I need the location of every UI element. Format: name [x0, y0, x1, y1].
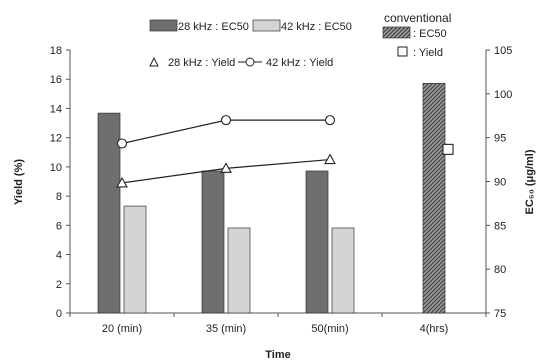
y-axis-right-title: EC₅₀ (μg/ml) — [524, 149, 536, 214]
legend-swatch-28khz-ec50 — [149, 19, 178, 32]
legend-label-conventional-yield: : Yield — [413, 47, 443, 59]
bar-2-3 — [422, 82, 446, 314]
right-axis-ticks: 75 80 85 90 95 100 105 — [486, 45, 512, 320]
legend: 28 kHz : EC50 42 kHz : EC50 28 kHz : Yie… — [149, 11, 451, 69]
left-tick-label-1: 2 — [56, 279, 62, 291]
left-axis-ticks: 0 2 4 6 8 10 12 14 16 18 — [50, 45, 70, 320]
bar-0-0 — [97, 112, 121, 314]
bars-group — [97, 82, 446, 314]
x-axis-title: Time — [265, 349, 290, 361]
point-1-0 — [116, 138, 128, 149]
point-0-0 — [116, 176, 128, 188]
legend-label-42khz-ec50: 42 kHz : EC50 — [281, 21, 352, 33]
left-tick-label-2: 4 — [56, 250, 62, 262]
x-axis-ticks: 20 (min) 35 (min) 50(min) 4(hrs) — [69, 313, 487, 335]
x-tick-label-1: 35 (min) — [206, 323, 246, 335]
left-tick-label-3: 6 — [56, 220, 62, 232]
legend-swatch-conventional-ec50 — [382, 26, 411, 39]
legend-label-28khz-yield: 28 kHz : Yield — [168, 57, 235, 69]
legend-square-marker — [397, 46, 408, 57]
left-tick-label-5: 10 — [50, 162, 62, 174]
left-tick-label-9: 18 — [50, 45, 62, 57]
left-tick-label-6: 12 — [50, 133, 62, 145]
right-tick-label-3: 90 — [494, 177, 506, 189]
legend-label-conventional-ec50: : EC50 — [413, 28, 447, 40]
right-tick-label-1: 80 — [494, 264, 506, 276]
point-1-2 — [324, 115, 336, 126]
right-tick-label-4: 95 — [494, 133, 506, 145]
point-0-1 — [220, 162, 232, 173]
square-point-0 — [442, 143, 454, 155]
right-tick-label-5: 100 — [494, 89, 512, 101]
lines-group — [116, 115, 454, 188]
legend-circle-marker — [245, 57, 255, 67]
point-0-2 — [324, 153, 336, 165]
left-tick-label-7: 14 — [50, 103, 62, 115]
left-tick-label-8: 16 — [50, 74, 62, 86]
bar-1-1 — [227, 227, 251, 314]
right-tick-label-2: 85 — [494, 220, 506, 232]
bar-0-1 — [201, 170, 225, 314]
point-1-1 — [220, 115, 232, 126]
left-tick-label-0: 0 — [56, 308, 62, 320]
bar-1-2 — [331, 227, 355, 314]
legend-label-42khz-yield: 42 kHz : Yield — [266, 57, 333, 69]
legend-conventional-title: conventional — [384, 11, 451, 25]
left-tick-label-4: 8 — [56, 191, 62, 203]
legend-swatch-42khz-ec50 — [252, 19, 281, 32]
x-tick-label-2: 50(min) — [311, 323, 348, 335]
right-tick-label-6: 105 — [494, 45, 512, 57]
bar-0-2 — [305, 170, 329, 314]
legend-label-28khz-ec50: 28 kHz : EC50 — [178, 21, 249, 33]
x-tick-label-0: 20 (min) — [102, 323, 142, 335]
bar-1-0 — [123, 205, 147, 314]
y-axis-left-title: Yield (%) — [13, 159, 25, 205]
legend-triangle-marker — [149, 56, 159, 67]
x-tick-label-3: 4(hrs) — [420, 323, 449, 335]
right-tick-label-0: 75 — [494, 308, 506, 320]
